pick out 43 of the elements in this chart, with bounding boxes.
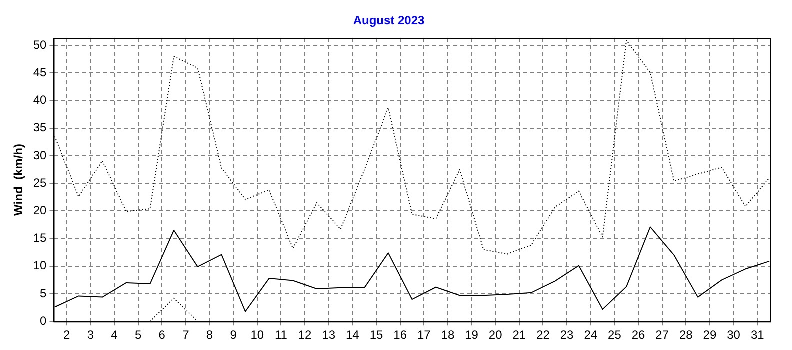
x-tick-label: 8 [206,328,214,342]
x-tick-label: 25 [608,328,622,342]
x-tick-label: 31 [750,328,765,342]
x-tick-label: 12 [298,328,312,342]
y-tick-label: 35 [33,120,48,135]
y-tick-label: 50 [33,38,48,52]
x-tick-label: 15 [370,328,384,342]
x-tick-label: 18 [441,328,455,342]
y-tick-label: 30 [33,148,48,162]
x-tick-label: 4 [111,328,118,342]
x-tick-label: 23 [560,328,574,342]
x-tick-label: 24 [584,328,598,342]
x-tick-label: 22 [536,328,550,342]
x-tick-label: 17 [417,328,432,342]
x-tick-label: 7 [182,328,190,342]
chart-title: August 2023 [353,14,425,28]
x-tick-label: 5 [134,328,142,342]
y-axis-title: Wind (km/h) [12,144,26,216]
x-tick-label: 6 [158,328,166,342]
y-tick-label: 40 [33,93,48,108]
y-tick-label: 45 [33,65,48,80]
y-tick-label: 15 [33,231,48,246]
x-tick-label: 11 [274,328,288,342]
y-tick-label: 25 [33,176,48,190]
y-tick-label: 5 [40,286,48,300]
x-tick-label: 20 [488,328,503,342]
y-tick-label: 0 [40,314,48,328]
x-tick-label: 2 [64,328,71,342]
x-tick-label: 29 [703,328,717,342]
x-tick-label: 9 [230,328,238,342]
x-tick-label: 13 [322,328,336,342]
x-tick-label: 21 [512,328,526,342]
x-tick-label: 26 [632,328,646,342]
x-tick-label: 28 [679,328,694,342]
x-tick-label: 16 [394,328,408,342]
x-tick-label: 14 [346,328,360,342]
x-tick-label: 3 [87,328,94,342]
y-tick-label: 10 [33,258,48,273]
y-tick-label: 20 [33,204,48,218]
x-tick-label: 10 [250,328,264,342]
x-tick-label: 30 [727,328,741,342]
x-tick-label: 19 [465,328,479,342]
x-tick-label: 27 [656,328,670,342]
